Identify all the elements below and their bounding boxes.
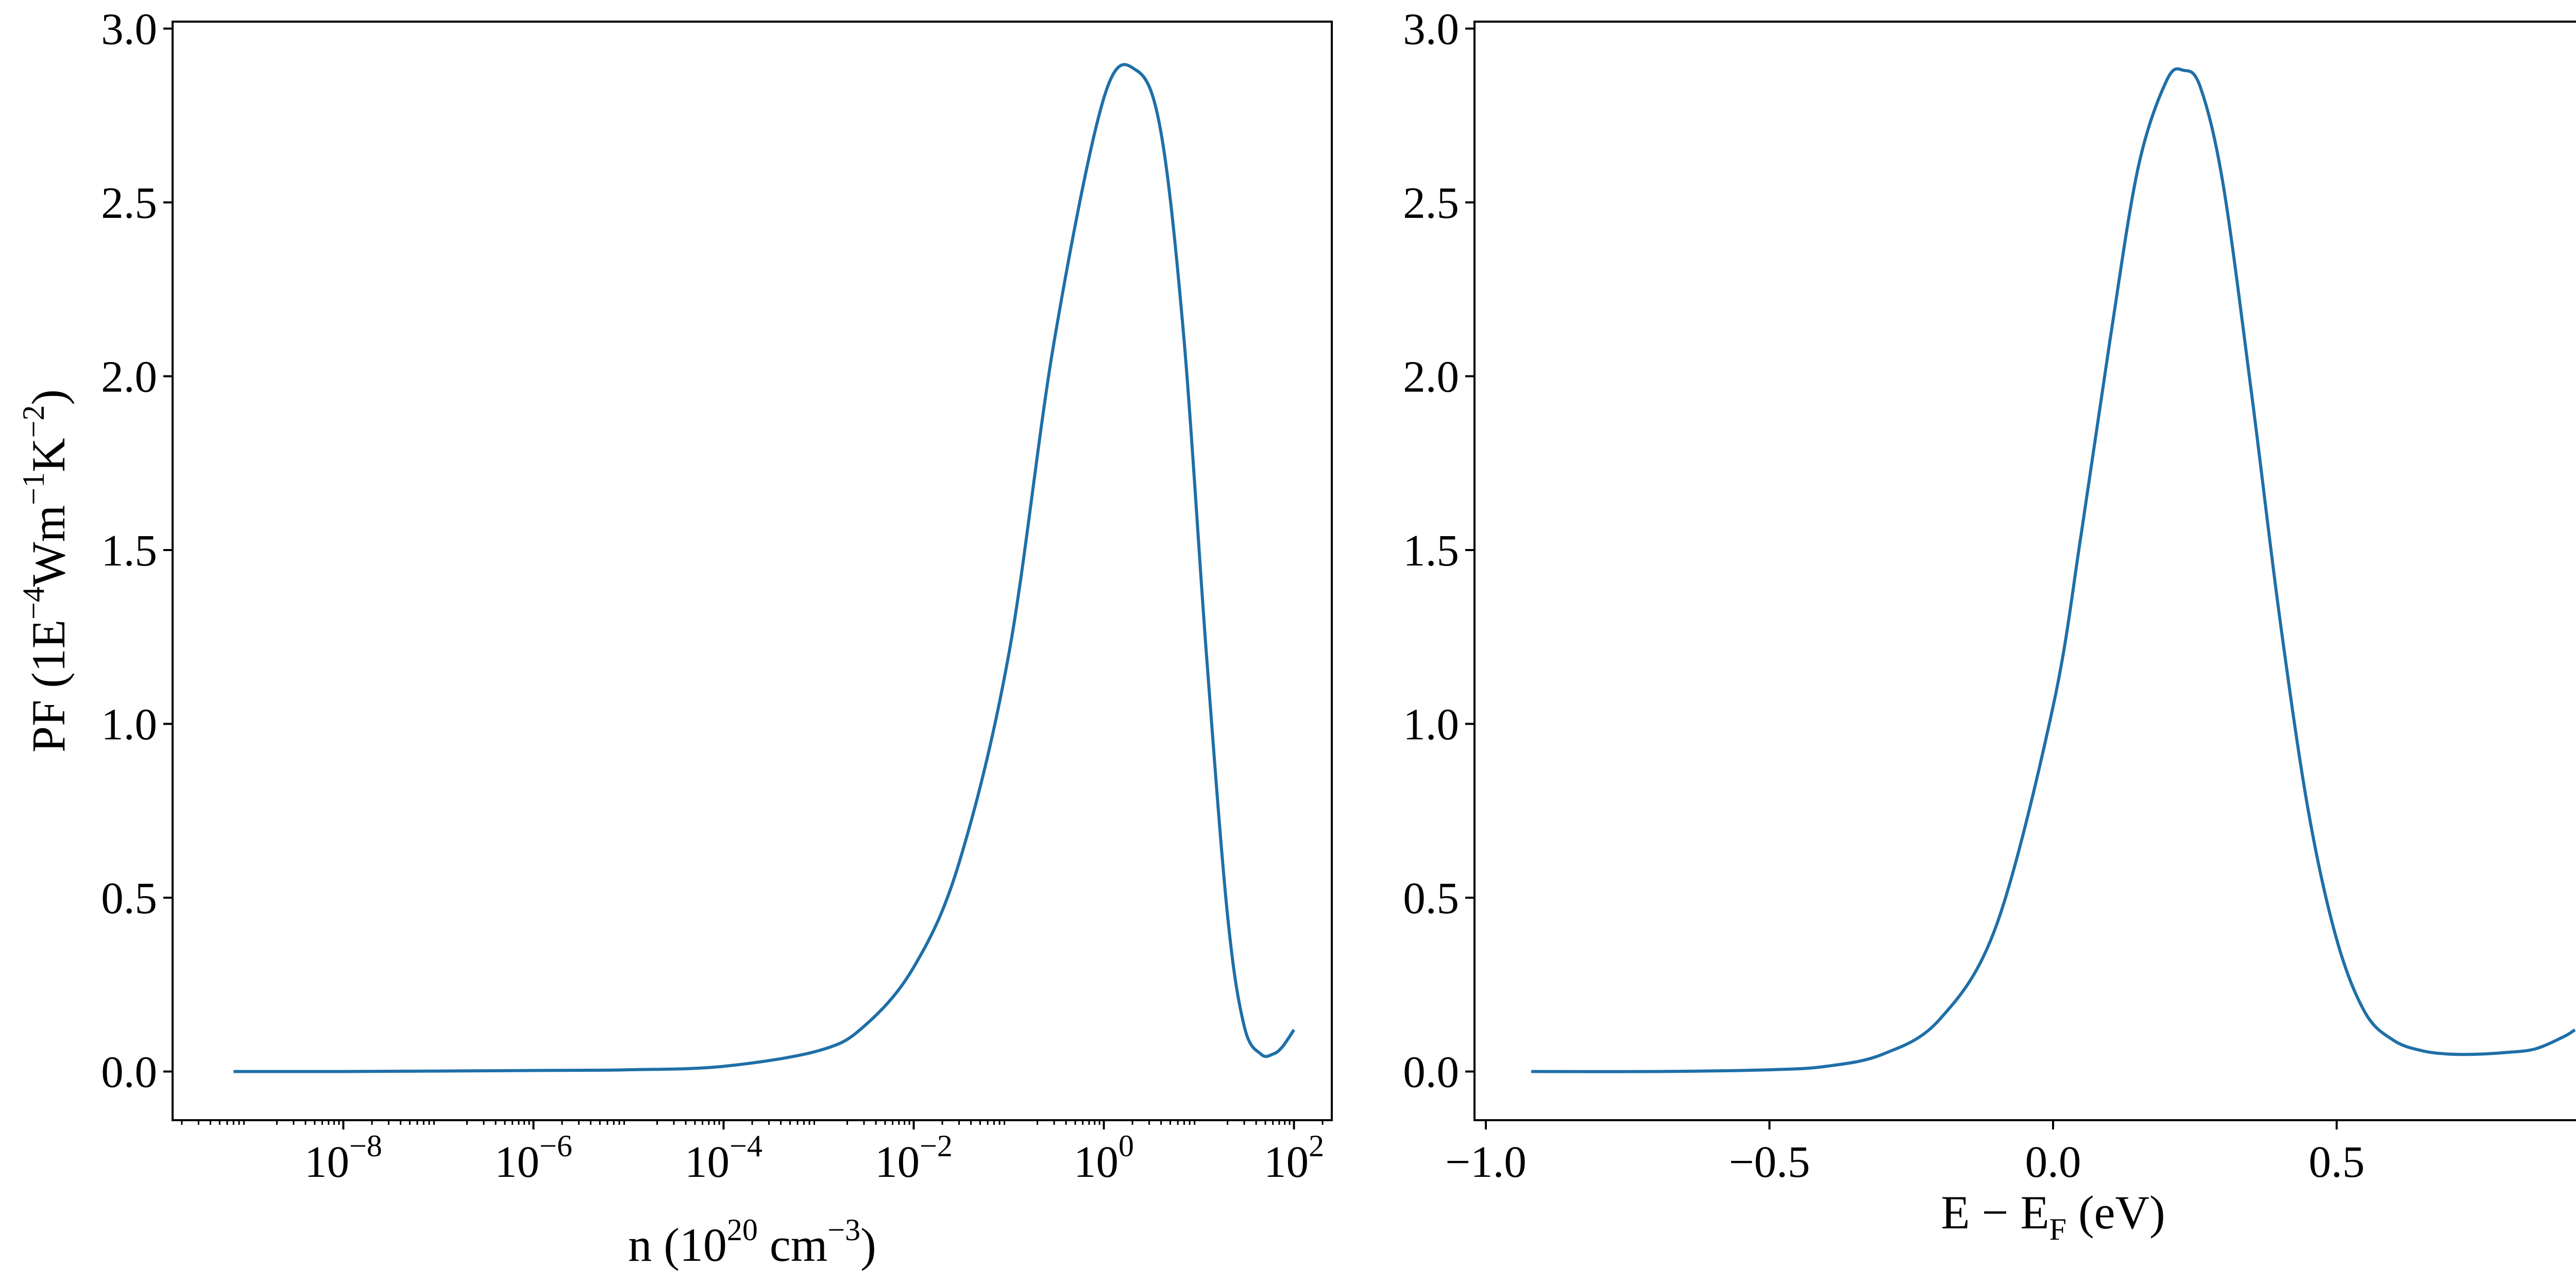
y-tick-label: 1.0: [1403, 699, 1459, 749]
y-tick-label: 0.5: [1403, 873, 1459, 923]
left-y-axis-label: PF (1E−4Wm−1K−2): [16, 389, 75, 752]
right-chart-panel: 0.00.51.01.52.02.53.0−1.0−0.50.00.51.0 E…: [1403, 4, 2576, 1246]
left-plot-frame: [172, 21, 1333, 1121]
right-chart-ticks: 0.00.51.01.52.02.53.0−1.0−0.50.00.51.0: [1403, 4, 2365, 1187]
y-tick-label: 1.5: [1403, 525, 1459, 575]
y-tick-label: 0.0: [101, 1047, 157, 1097]
left-chart-panel: 0.0 0.5 1.0 1.5 2.0 2.5 3.0 10−8 10−6 10−4 10−2 100…: [16, 4, 1333, 1271]
left-chart-ticks: 0.0 0.5 1.0 1.5 2.0 2.5 3.0 10−8 10−6 10−4 10−2 100…: [101, 4, 1324, 1187]
y-tick-label: 2.5: [101, 178, 157, 228]
x-tick-label: 0.5: [2309, 1137, 2365, 1187]
y-tick-label: 2.0: [101, 352, 157, 402]
right-x-axis-label: E − EF (eV): [1941, 1186, 2165, 1246]
y-tick-label: 2.0: [1403, 352, 1459, 402]
y-tick-label: 1.0: [101, 699, 157, 749]
x-tick-label: 0.0: [2025, 1137, 2081, 1187]
y-tick-label: 0.0: [1403, 1047, 1459, 1097]
y-tick-label: 3.0: [1403, 4, 1459, 54]
x-tick-label: 10−4: [685, 1129, 762, 1187]
x-tick-label: 100: [1074, 1129, 1134, 1187]
left-x-axis-label: n (1020 cm−3): [628, 1213, 876, 1271]
left-pf-vs-n-line: [233, 63, 1296, 1073]
y-tick-label: 3.0: [101, 4, 157, 54]
x-tick-label: 10−2: [875, 1129, 953, 1187]
y-tick-label: 1.5: [101, 525, 157, 575]
x-tick-label: −1.0: [1445, 1137, 1527, 1187]
right-plot-frame: [1473, 21, 2576, 1121]
x-tick-label: 10−8: [304, 1129, 382, 1187]
x-tick-label: −0.5: [1729, 1137, 1810, 1187]
x-tick-label: 10−6: [495, 1129, 572, 1187]
y-tick-label: 2.5: [1403, 178, 1459, 228]
x-tick-label: 102: [1264, 1129, 1324, 1187]
y-tick-label: 0.5: [101, 873, 157, 923]
right-pf-vs-energy-line: [1531, 67, 2576, 1073]
